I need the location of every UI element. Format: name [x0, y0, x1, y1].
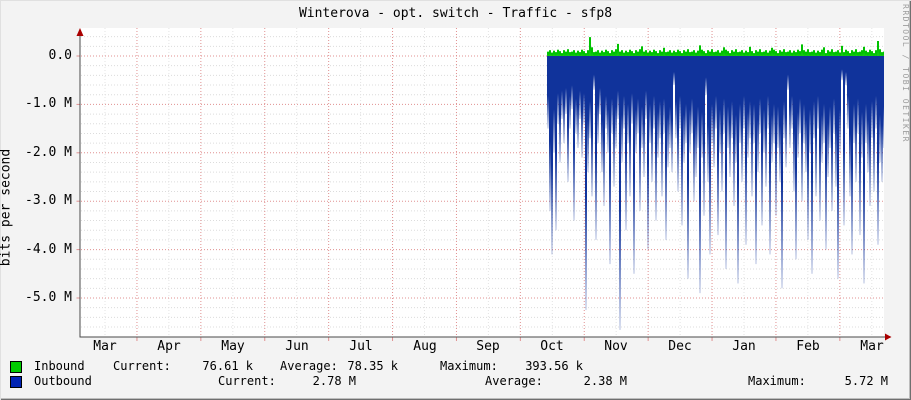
- x-tick-label: Jul: [349, 339, 373, 354]
- legend-stat-value: 76.61 k: [202, 359, 253, 373]
- legend-stat-value: 78.35 k: [347, 359, 398, 373]
- y-tick-label: 0.0: [48, 48, 72, 63]
- x-tick-label: Oct: [540, 339, 564, 354]
- y-tick-label: -3.0 M: [25, 193, 72, 208]
- x-tick-label: Aug: [413, 339, 437, 354]
- legend-row-inbound: Inbound Current: 76.61 k Average: 78.35 …: [0, 360, 911, 373]
- x-tick-label: Mar: [93, 339, 117, 354]
- graph-title: Winterova - opt. switch - Traffic - sfp8: [298, 6, 613, 21]
- y-tick-label: -1.0 M: [25, 96, 72, 111]
- legend-series-name: Outbound: [34, 374, 92, 388]
- x-tick-label: Nov: [604, 339, 628, 354]
- outbound-color-swatch-icon: [10, 376, 22, 388]
- legend-stat-value: 393.56 k: [525, 359, 583, 373]
- legend-stat-value: 5.72 M: [844, 374, 888, 388]
- x-tick-label: Jun: [285, 339, 309, 354]
- legend-stat-label: Maximum:: [440, 359, 498, 373]
- rrdtool-watermark: RRDTOOL / TOBI OETIKER: [901, 4, 910, 143]
- y-tick-label: -4.0 M: [25, 242, 72, 257]
- legend-stat-label: Maximum:: [748, 374, 806, 388]
- x-tick-label: Jan: [732, 339, 756, 354]
- legend-stat-value: 2.38 M: [583, 374, 627, 388]
- legend-row-outbound: Outbound Current: 2.78 M Average: 2.38 M…: [0, 375, 911, 388]
- inbound-color-swatch-icon: [10, 361, 22, 373]
- x-tick-label: Mar: [860, 339, 884, 354]
- legend-series-name: Inbound: [34, 359, 85, 373]
- x-tick-label: Sep: [476, 339, 500, 354]
- x-tick-label: Dec: [668, 339, 692, 354]
- y-tick-label: -5.0 M: [25, 290, 72, 305]
- legend-stat-value: 2.78 M: [312, 374, 356, 388]
- x-tick-label: Feb: [796, 339, 820, 354]
- x-tick-label: May: [221, 339, 245, 354]
- x-tick-label: Apr: [157, 339, 181, 354]
- legend-stat-label: Current:: [218, 374, 276, 388]
- legend-stat-label: Average:: [280, 359, 338, 373]
- legend-stat-label: Current:: [113, 359, 171, 373]
- y-tick-label: -2.0 M: [25, 145, 72, 160]
- legend-stat-label: Average:: [485, 374, 543, 388]
